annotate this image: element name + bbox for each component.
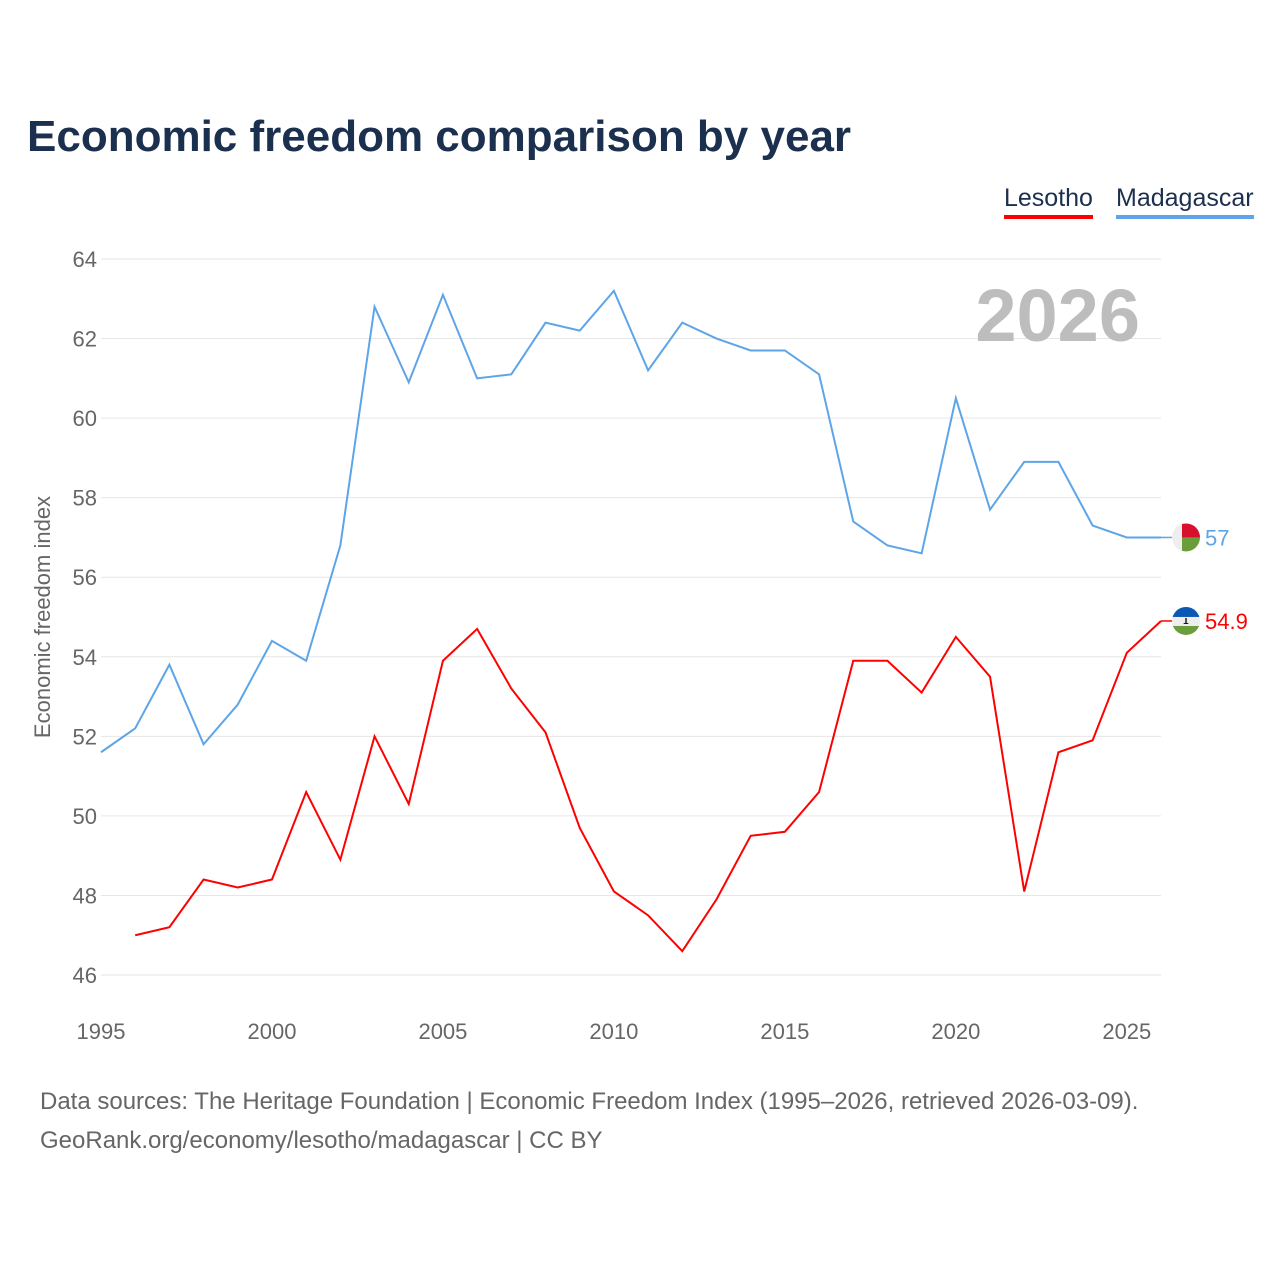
x-tick-label: 2000 — [247, 1019, 296, 1044]
y-tick-label: 52 — [73, 724, 97, 749]
x-tick-label: 2020 — [931, 1019, 980, 1044]
footer-sources: Data sources: The Heritage Foundation | … — [40, 1088, 1139, 1115]
series-line-lesotho — [134, 620, 1162, 953]
chart-title: Economic freedom comparison by year — [27, 112, 852, 161]
x-tick-label: 2015 — [760, 1019, 809, 1044]
x-tick-label: 2025 — [1102, 1019, 1151, 1044]
x-tick-label: 1995 — [77, 1019, 126, 1044]
y-tick-label: 60 — [73, 406, 97, 431]
y-axis-label: Economic freedom index — [30, 496, 55, 738]
y-tick-label: 56 — [73, 565, 97, 590]
series-line-madagascar — [100, 288, 1161, 754]
lesotho-flag-icon — [1172, 606, 1200, 635]
y-tick-label: 58 — [73, 486, 97, 511]
madagascar-flag-icon — [1172, 523, 1200, 552]
x-tick-label: 2010 — [589, 1019, 638, 1044]
end-value-label: 57 — [1205, 525, 1229, 550]
legend-lesotho[interactable]: Lesotho — [1004, 184, 1093, 219]
year-label: 2026 — [975, 274, 1140, 357]
y-tick-label: 46 — [73, 963, 97, 988]
legend-madagascar[interactable]: Madagascar — [1116, 184, 1254, 219]
y-tick-label: 48 — [73, 883, 97, 908]
y-tick-label: 62 — [73, 327, 97, 352]
end-value-label: 54.9 — [1205, 609, 1248, 634]
y-tick-label: 64 — [73, 247, 97, 272]
footer-link[interactable]: GeoRank.org/economy/lesotho/madagascar |… — [40, 1127, 603, 1154]
x-tick-label: 2005 — [418, 1019, 467, 1044]
y-tick-label: 54 — [73, 645, 97, 670]
y-tick-label: 50 — [73, 804, 97, 829]
